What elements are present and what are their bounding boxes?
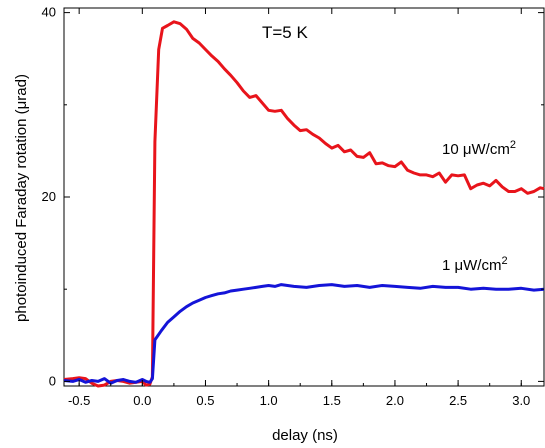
x-tick-label: 1.5 [323, 393, 341, 408]
x-tick-label: 1.0 [260, 393, 278, 408]
x-tick-label: 0.5 [196, 393, 214, 408]
plot-border [63, 7, 545, 387]
x-tick-label: 2.5 [449, 393, 467, 408]
temperature-annotation: T=5 K [262, 23, 308, 42]
y-axis: 0 20 40 [42, 5, 544, 388]
low-power-label-text: 1 μW/cm [442, 257, 501, 274]
low-power-superscript: 2 [501, 255, 507, 267]
x-tick-label: 3.0 [512, 393, 530, 408]
y-tick-label: 40 [42, 5, 56, 20]
y-axis-label: photoinduced Faraday rotation (μrad) [13, 74, 30, 322]
high-power-label-text: 10 μW/cm [442, 141, 510, 158]
series-line-0 [63, 20, 545, 388]
plot-frame [63, 7, 545, 387]
x-axis-label: delay (ns) [272, 427, 338, 444]
x-tick-label: -0.5 [68, 393, 90, 408]
series-line-1 [63, 283, 545, 385]
x-tick-label: 2.0 [386, 393, 404, 408]
low-power-label: 1 μW/cm2 [442, 255, 508, 274]
y-tick-label: 0 [49, 373, 56, 388]
high-power-label: 10 μW/cm2 [442, 139, 516, 158]
series-layer [63, 20, 545, 388]
x-axis: -0.5 0.0 0.5 1.0 1.5 2.0 2.5 3.0 [68, 8, 530, 408]
y-tick-label: 20 [42, 189, 56, 204]
high-power-superscript: 2 [510, 139, 516, 151]
x-tick-label: 0.0 [133, 393, 151, 408]
